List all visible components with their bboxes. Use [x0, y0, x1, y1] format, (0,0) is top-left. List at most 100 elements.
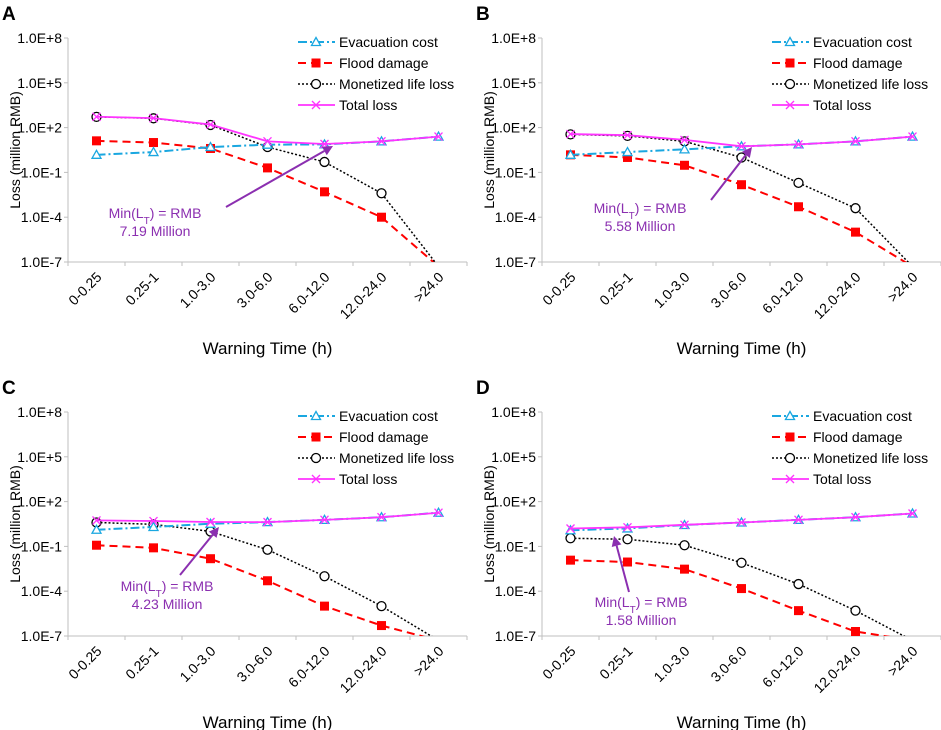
annotation-arrowhead — [208, 527, 219, 538]
x-tick-label: 3.0-6.0 — [233, 269, 275, 311]
x-tick-label: 0-0.25 — [539, 643, 579, 683]
x-tick-label: 12.0-24.0 — [810, 643, 863, 696]
series-life — [91, 111, 436, 262]
legend-label-life: Monetized life loss — [339, 450, 454, 466]
y-tick-label: 1.0E+8 — [17, 404, 62, 420]
x-tick-label: 1.0-3.0 — [176, 643, 218, 685]
data-point-cross — [206, 517, 215, 527]
data-point-circle — [679, 540, 690, 551]
y-axis-title: Loss (million RMB) — [481, 465, 497, 582]
chart-panel-a: A 1.0E-7 1.0E-4 1.0E-1 1.0E+2 1.0E+5 1.0E+8 0-0… — [2, 4, 468, 358]
x-tick-label: 0.25-1 — [122, 643, 162, 683]
legend-label-evacuation: Evacuation cost — [339, 408, 438, 424]
x-tick-label: >24.0 — [884, 643, 921, 680]
x-tick-label: 6.0-12.0 — [759, 643, 807, 691]
y-tick-label: 1.0E+2 — [491, 120, 536, 136]
x-tick-label: 3.0-6.0 — [707, 269, 749, 311]
annotation-text: Min(LT) = RMB — [594, 200, 687, 222]
data-point-cross — [785, 100, 795, 110]
data-point-triangle — [90, 523, 103, 534]
annotation-arrowhead — [611, 536, 622, 547]
chart-panel-d: D 1.0E-7 1.0E-4 1.0E-1 1.0E+2 1.0E+5 1.0E+8 0-0… — [476, 378, 941, 730]
data-point-triangle — [90, 149, 103, 159]
data-point-cross — [434, 508, 443, 518]
data-point-triangle — [147, 521, 160, 532]
data-point-triangle — [621, 146, 634, 157]
x-tick-label: 12.0-24.0 — [336, 643, 389, 696]
data-point-circle — [310, 78, 322, 90]
x-tick-label: 6.0-12.0 — [285, 643, 333, 691]
y-tick-label: 1.0E-1 — [495, 164, 536, 180]
data-point-cross — [566, 129, 575, 139]
data-point-cross — [623, 522, 632, 532]
data-point-square — [680, 160, 689, 170]
data-point-triangle — [147, 146, 160, 157]
data-point-triangle — [310, 410, 322, 421]
data-point-cross — [434, 132, 443, 142]
data-point-cross — [311, 474, 321, 484]
x-tick-label: 1.0-3.0 — [176, 269, 218, 311]
data-point-cross — [851, 136, 860, 146]
data-point-square — [311, 432, 321, 442]
y-tick-label: 1.0E-4 — [21, 209, 62, 225]
data-point-square — [311, 58, 321, 68]
data-point-square — [785, 432, 795, 442]
y-axis-title: Loss (million RMB) — [7, 465, 23, 582]
series-flood — [566, 555, 891, 636]
data-point-cross — [680, 135, 689, 145]
data-point-cross — [206, 120, 215, 130]
data-point-square — [92, 136, 101, 146]
y-tick-label: 1.0E+2 — [17, 494, 62, 510]
x-tick-label: 0.25-1 — [596, 269, 636, 309]
data-point-circle — [376, 600, 387, 612]
data-point-square — [794, 202, 803, 212]
series-total — [566, 129, 917, 151]
x-axis-title: Warning Time (h) — [677, 713, 807, 730]
panel-letter: B — [476, 4, 490, 25]
x-tick-label: 0-0.25 — [65, 269, 105, 309]
annotation-value: 4.23 Million — [132, 596, 203, 612]
data-point-circle — [784, 78, 796, 90]
data-point-circle — [262, 544, 273, 555]
data-point-triangle — [564, 149, 577, 159]
chart-panel-b: B 1.0E-7 1.0E-4 1.0E-1 1.0E+2 1.0E+5 1.0E+8 0-0… — [476, 4, 941, 358]
data-point-square — [320, 601, 329, 611]
legend: Evacuation cost Flood damage Monetized lif… — [298, 408, 454, 487]
data-point-square — [263, 576, 272, 586]
y-tick-label: 1.0E+8 — [491, 30, 536, 46]
data-point-square — [206, 554, 215, 564]
annotation-text: Min(LT) = RMB — [595, 594, 688, 616]
data-point-cross — [794, 515, 803, 525]
data-point-cross — [908, 509, 917, 518]
y-tick-label: 1.0E-1 — [21, 164, 62, 180]
legend-label-flood: Flood damage — [339, 55, 429, 71]
x-tick-label: 6.0-12.0 — [285, 269, 333, 317]
data-point-square — [680, 564, 689, 574]
annotation-arrowhead — [321, 146, 333, 156]
legend: Evacuation cost Flood damage Monetized lif… — [772, 408, 928, 487]
legend-label-total: Total loss — [339, 97, 397, 113]
data-point-cross — [623, 130, 632, 140]
annotation-value: 5.58 Million — [605, 218, 676, 234]
annotation-value: 7.19 Million — [120, 223, 191, 239]
legend-label-life: Monetized life loss — [813, 450, 928, 466]
x-tick-label: 0-0.25 — [539, 269, 579, 309]
data-point-circle — [850, 203, 861, 214]
annotation-arrowhead — [741, 147, 752, 158]
panel-letter: A — [2, 4, 16, 25]
data-point-cross — [320, 515, 329, 525]
data-point-triangle — [784, 410, 796, 421]
annotation-arrow — [225, 150, 325, 208]
series-flood — [92, 540, 426, 636]
data-point-circle — [319, 571, 330, 582]
panel-letter: D — [476, 378, 490, 399]
y-tick-label: 1.0E-4 — [21, 583, 62, 599]
data-point-cross — [737, 141, 746, 151]
data-point-cross — [737, 518, 746, 527]
legend-label-evacuation: Evacuation cost — [813, 34, 912, 50]
data-point-circle — [850, 605, 861, 616]
data-point-triangle — [784, 36, 796, 47]
x-tick-label: 0-0.25 — [65, 643, 105, 683]
x-tick-label: 12.0-24.0 — [810, 269, 863, 322]
data-point-circle — [736, 557, 747, 568]
